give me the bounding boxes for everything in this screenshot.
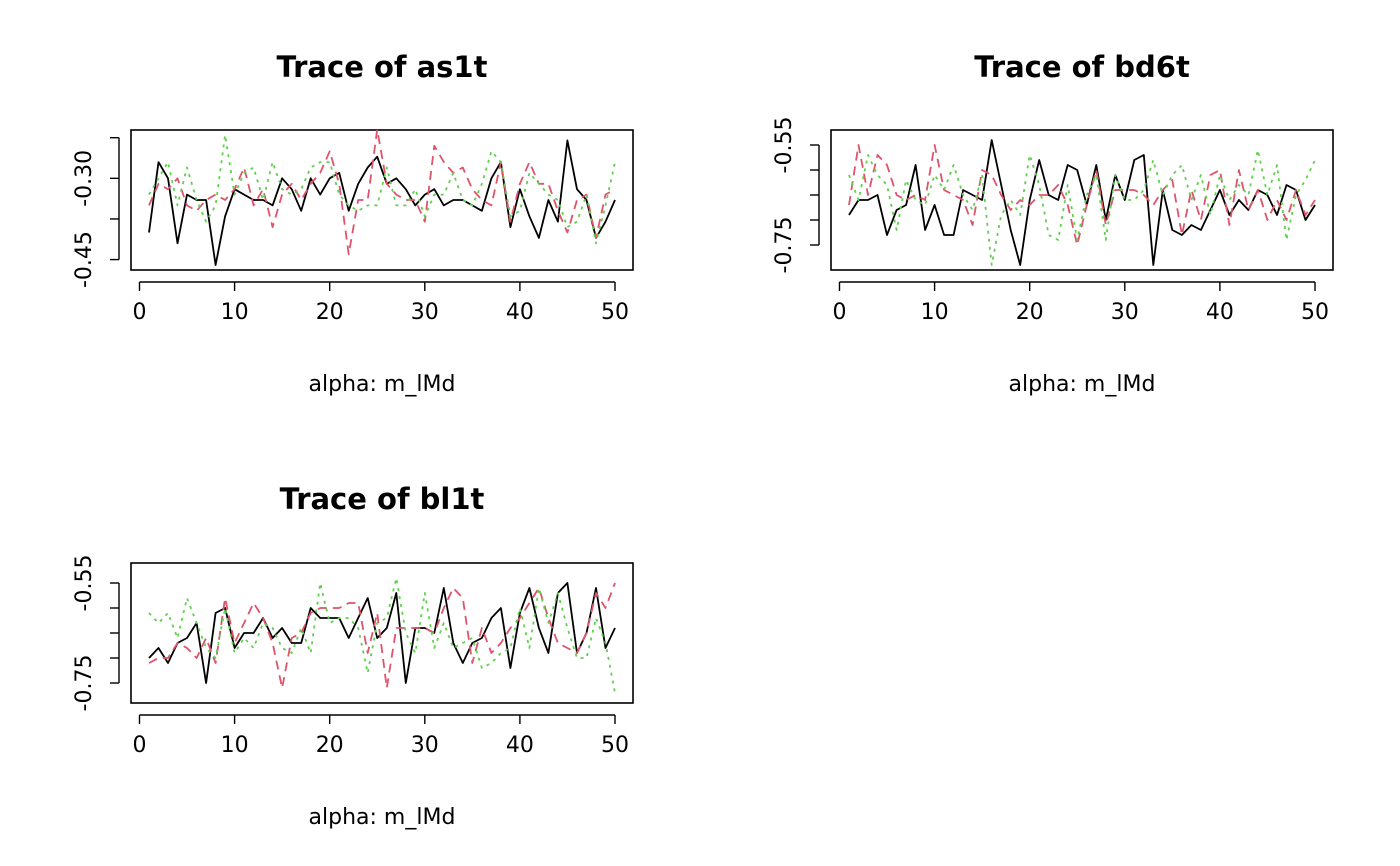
chain-2-line <box>148 582 616 689</box>
chain-3-line <box>848 149 1316 266</box>
y-tick-label: -0.75 <box>772 217 797 274</box>
series-lines <box>148 577 616 694</box>
chain-2-line <box>848 144 1316 246</box>
x-tick-label: 20 <box>316 300 344 325</box>
y-tick-label: -0.75 <box>72 655 97 712</box>
chain-1-line <box>148 582 616 684</box>
y-tick-label: -0.55 <box>72 555 97 612</box>
x-tick-label: 20 <box>316 733 344 758</box>
series-lines <box>148 128 616 266</box>
plot-frame <box>130 129 634 271</box>
y-tick-label: -0.55 <box>772 117 797 174</box>
chain-3-line <box>148 577 616 694</box>
x-axis-label: alpha: m_lMd <box>309 805 456 830</box>
x-tick-label: 10 <box>221 733 249 758</box>
x-axis-label: alpha: m_lMd <box>1009 372 1156 397</box>
x-tick-label: 30 <box>1111 300 1139 325</box>
panel-bd6t: Trace of bd6t 0 10 20 30 40 50 -0.55 -0.75 alp… <box>772 50 1334 397</box>
x-tick-label: 0 <box>132 300 146 325</box>
x-tick-label: 0 <box>832 300 846 325</box>
x-tick-label: 10 <box>921 300 949 325</box>
x-tick-label: 40 <box>506 300 534 325</box>
x-tick-label: 30 <box>411 733 439 758</box>
plot-frame <box>130 562 634 704</box>
y-axis: -0.55 -0.75 <box>72 555 120 712</box>
panel-as1t: Trace of as1t 0 10 20 30 40 50 -0.30 -0.45 alp… <box>72 50 634 397</box>
x-tick-label: 50 <box>601 300 629 325</box>
x-tick-label: 40 <box>506 733 534 758</box>
chain-1-line <box>848 139 1316 266</box>
panel-title: Trace of bl1t <box>280 482 485 516</box>
x-tick-label: 50 <box>601 733 629 758</box>
chain-2-line <box>148 128 616 256</box>
panel-title: Trace of bd6t <box>974 50 1190 84</box>
series-lines <box>848 139 1316 266</box>
x-axis: 0 10 20 30 40 50 <box>832 281 1329 325</box>
x-tick-label: 20 <box>1016 300 1044 325</box>
x-axis: 0 10 20 30 40 50 <box>132 714 629 758</box>
panel-title: Trace of as1t <box>277 50 488 84</box>
y-axis: -0.30 -0.45 <box>72 137 120 288</box>
y-tick-label: -0.45 <box>72 231 97 288</box>
y-tick-label: -0.30 <box>72 150 97 207</box>
x-tick-label: 30 <box>411 300 439 325</box>
y-axis: -0.55 -0.75 <box>772 117 820 274</box>
x-tick-label: 40 <box>1206 300 1234 325</box>
chain-1-line <box>148 139 616 266</box>
panel-bl1t: Trace of bl1t 0 10 20 30 40 50 -0.55 -0.75 alp… <box>72 482 634 830</box>
x-tick-label: 50 <box>1301 300 1329 325</box>
plot-frame <box>830 129 1334 271</box>
x-axis: 0 10 20 30 40 50 <box>132 281 629 325</box>
x-axis-label: alpha: m_lMd <box>309 372 456 397</box>
x-tick-label: 10 <box>221 300 249 325</box>
x-tick-label: 0 <box>132 733 146 758</box>
